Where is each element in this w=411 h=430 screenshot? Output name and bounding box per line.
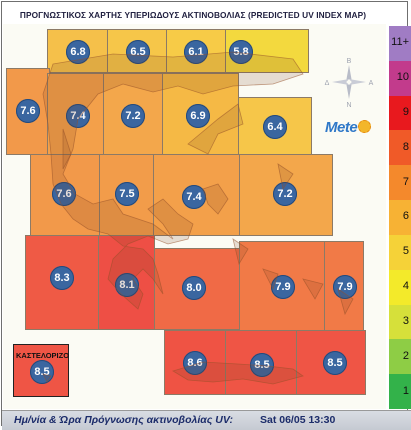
- uv-scale-band: 3: [389, 304, 411, 340]
- uv-scale-band: 6: [389, 200, 411, 236]
- uv-scale-band: 10: [389, 60, 411, 97]
- uv-value-badge: 7.6: [16, 99, 40, 123]
- uv-scale-band: 2: [389, 339, 411, 375]
- forecast-datetime-label: Ημ/νία & Ώρα Πρόγνωσης ακτινοβολίας UV:: [14, 414, 233, 426]
- uv-map: 6.8 6.5 6.1 5.8 7.6 7.4 7.2 6.9 6.4 7.6 …: [3, 24, 386, 409]
- uv-cell: 6.4: [238, 97, 312, 155]
- uv-value-badge: 7.5: [115, 182, 139, 206]
- uv-value-badge: 8.3: [50, 266, 74, 290]
- uv-cell: 6.8: [47, 29, 108, 73]
- greece-land-outline: [42, 51, 354, 385]
- compass-south-label: Ν: [346, 102, 351, 107]
- uv-scale-label: 9: [402, 106, 409, 119]
- uv-scale-legend: 11+ 10 9 8 7 6 5 4 3 2 1: [389, 26, 411, 410]
- uv-value-badge: 7.4: [66, 104, 90, 128]
- uv-cell: 5.8: [225, 29, 309, 73]
- uv-cell: 7.6: [6, 68, 50, 155]
- uv-scale-label: 5: [402, 245, 409, 258]
- uv-scale-band: 7: [389, 165, 411, 201]
- uv-value-badge: 7.2: [121, 104, 145, 128]
- uv-scale-band: 5: [389, 234, 411, 271]
- uv-scale-label: 4: [402, 280, 409, 293]
- forecast-datetime-value: Sat 06/05 13:30: [260, 414, 336, 426]
- uv-scale-label: 8: [402, 140, 409, 153]
- compass-rose-icon: Β Ν Δ Α: [325, 58, 374, 107]
- uv-cell: 7.2: [103, 73, 163, 155]
- uv-scale-band: 8: [389, 130, 411, 166]
- uv-value-badge: 7.9: [271, 275, 295, 299]
- inset-label: ΚΑΣΤΕΛΟΡΙΖΟ: [16, 351, 70, 360]
- uv-value-badge: 6.9: [186, 104, 210, 128]
- uv-cell: 7.6: [30, 154, 100, 236]
- uv-cell: 7.2: [239, 154, 333, 236]
- compass-west-label: Δ: [325, 80, 330, 87]
- footer-bar: Ημ/νία & Ώρα Πρόγνωσης ακτινοβολίας UV: …: [2, 410, 411, 430]
- compass-north-label: Β: [347, 58, 352, 65]
- uv-scale-label: 2: [402, 349, 409, 362]
- uv-scale-band: 11+: [389, 26, 411, 62]
- uv-scale-band: 4: [389, 269, 411, 306]
- uv-value-badge: 5.8: [229, 40, 253, 64]
- uv-cell: 7.9: [324, 241, 364, 331]
- uv-value-badge: 8.5: [30, 360, 54, 384]
- uv-cell: 8.3: [25, 235, 99, 330]
- uv-value-badge: 7.4: [182, 185, 206, 209]
- uv-scale-band: 1: [389, 374, 411, 410]
- compass-east-label: Α: [369, 80, 374, 87]
- uv-value-badge: 6.4: [263, 115, 287, 139]
- uv-cell: 6.1: [166, 29, 226, 73]
- uv-value-badge: 8.5: [323, 351, 347, 375]
- uv-value-badge: 6.1: [184, 40, 208, 64]
- uv-value-badge: 8.0: [182, 276, 206, 300]
- uv-cell: 8.5: [296, 330, 366, 395]
- uv-scale-label: 11+: [391, 36, 409, 49]
- uv-cell: 8.5: [13, 344, 69, 397]
- sun-icon: [358, 120, 372, 133]
- uv-value-badge: 7.6: [52, 182, 76, 206]
- uv-cell: 7.4: [47, 73, 104, 155]
- uv-value-badge: 7.9: [333, 275, 357, 299]
- uv-value-badge: 8.6: [183, 351, 207, 375]
- uv-scale-label: 7: [402, 175, 409, 188]
- map-title: ΠΡΟΓΝΩΣΤΙΚΟΣ ΧΑΡΤΗΣ ΥΠΕΡΙΩΔΟΥΣ ΑΚΤΙΝΟΒΟΛ…: [19, 10, 367, 20]
- uv-cell: 8.5: [225, 330, 297, 395]
- uv-scale-label: 10: [396, 71, 409, 84]
- uv-value-badge: 8.5: [250, 353, 274, 377]
- meteo-logo: Mete: [325, 119, 372, 136]
- uv-scale-band: 9: [389, 95, 411, 131]
- logo-text: Mete: [325, 119, 358, 136]
- uv-scale-label: 1: [402, 384, 409, 397]
- uv-scale-label: 6: [402, 210, 409, 223]
- uv-scale-label: 3: [402, 314, 409, 327]
